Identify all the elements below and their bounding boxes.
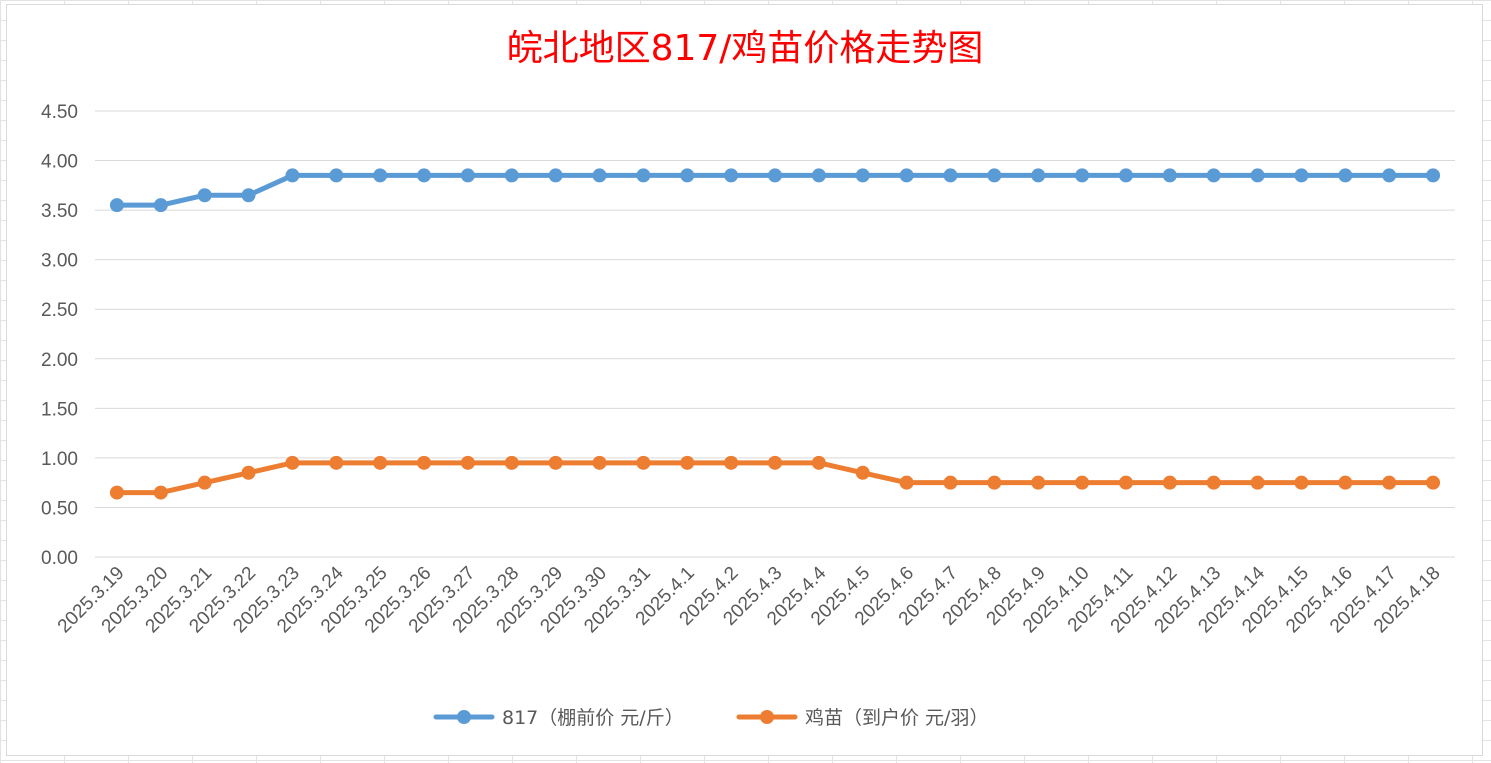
data-point[interactable] [680, 168, 695, 183]
data-point[interactable] [943, 168, 958, 183]
chart-area[interactable] [6, 4, 1483, 756]
data-point[interactable] [899, 475, 914, 490]
data-point[interactable] [1075, 475, 1090, 490]
data-point[interactable] [548, 455, 563, 470]
series-1 [109, 168, 1441, 213]
data-point[interactable] [724, 168, 739, 183]
data-point[interactable] [768, 455, 782, 470]
data-point[interactable] [329, 455, 344, 470]
data-point[interactable] [855, 168, 870, 183]
data-point[interactable] [943, 475, 958, 490]
legend-item-1[interactable]: 817（棚前价 元/斤） [433, 707, 684, 729]
data-point[interactable] [1382, 475, 1397, 490]
data-point[interactable] [548, 168, 563, 183]
data-point[interactable] [855, 465, 870, 480]
data-point[interactable] [1294, 475, 1309, 490]
data-point[interactable] [153, 198, 168, 213]
data-point[interactable] [417, 168, 432, 183]
y-tick-label: 1.00 [41, 449, 78, 470]
data-point[interactable] [899, 168, 914, 183]
data-point[interactable] [1250, 168, 1265, 183]
data-point[interactable] [724, 455, 739, 470]
data-point[interactable] [329, 168, 344, 183]
data-point[interactable] [1031, 168, 1046, 183]
data-point[interactable] [1382, 168, 1397, 183]
data-point[interactable] [373, 168, 388, 183]
data-point[interactable] [504, 455, 519, 470]
data-point[interactable] [460, 455, 475, 470]
data-point[interactable] [636, 455, 651, 470]
data-point[interactable] [987, 168, 1002, 183]
series-2 [109, 455, 1441, 500]
legend-label: 817（棚前价 元/斤） [502, 707, 684, 729]
data-point[interactable] [417, 455, 432, 470]
data-point[interactable] [460, 168, 475, 183]
data-point[interactable] [197, 475, 212, 490]
data-point[interactable] [1294, 168, 1309, 183]
data-point[interactable] [1250, 475, 1265, 490]
data-point[interactable] [109, 198, 124, 213]
data-point[interactable] [1075, 168, 1090, 183]
data-point[interactable] [1118, 168, 1133, 183]
legend-swatch-marker [457, 710, 471, 724]
data-point[interactable] [504, 168, 519, 183]
y-tick-label: 0.50 [41, 498, 78, 519]
data-point[interactable] [1031, 475, 1046, 490]
y-tick-label: 1.50 [41, 399, 78, 420]
legend-item-2[interactable]: 鸡苗（到户价 元/羽） [736, 707, 988, 729]
data-point[interactable] [636, 168, 651, 183]
data-point[interactable] [373, 455, 388, 470]
data-point[interactable] [811, 168, 826, 183]
y-tick-label: 4.00 [41, 152, 78, 173]
y-tick-label: 4.50 [41, 102, 78, 123]
data-point[interactable] [987, 475, 1002, 490]
data-point[interactable] [241, 188, 256, 203]
series-group [109, 168, 1441, 500]
data-point[interactable] [285, 168, 300, 183]
data-point[interactable] [153, 485, 168, 500]
data-point[interactable] [1118, 475, 1133, 490]
data-point[interactable] [1426, 168, 1441, 183]
data-point[interactable] [811, 455, 826, 470]
data-point[interactable] [241, 465, 256, 480]
data-point[interactable] [1162, 168, 1177, 183]
data-point[interactable] [285, 455, 300, 470]
data-point[interactable] [592, 455, 607, 470]
legend: 817（棚前价 元/斤） 鸡苗（到户价 元/羽） [433, 707, 988, 729]
data-point[interactable] [1426, 475, 1441, 490]
legend-swatch-marker [760, 710, 774, 724]
data-point[interactable] [1162, 475, 1177, 490]
y-axis-ticks: 0.00 0.50 1.00 1.50 2.00 2.50 3.00 3.50 4.00 4.50 [41, 102, 78, 569]
y-tick-label: 3.00 [41, 251, 78, 272]
x-axis-ticks: 2025.3.192025.3.202025.3.212025.3.222025… [54, 562, 1445, 637]
legend-label: 鸡苗（到户价 元/羽） [805, 707, 988, 729]
y-tick-label: 3.50 [41, 201, 78, 222]
data-point[interactable] [109, 485, 124, 500]
data-point[interactable] [1206, 168, 1221, 183]
data-point[interactable] [1338, 168, 1353, 183]
data-point[interactable] [592, 168, 607, 183]
data-point[interactable] [768, 168, 782, 183]
y-tick-label: 2.50 [41, 300, 78, 321]
data-point[interactable] [197, 188, 212, 203]
data-point[interactable] [1206, 475, 1221, 490]
chart-title: 皖北地区817/鸡苗价格走势图 [507, 28, 984, 69]
y-tick-label: 0.00 [41, 548, 78, 569]
y-tick-label: 2.00 [41, 350, 78, 371]
data-point[interactable] [680, 455, 695, 470]
data-point[interactable] [1338, 475, 1353, 490]
